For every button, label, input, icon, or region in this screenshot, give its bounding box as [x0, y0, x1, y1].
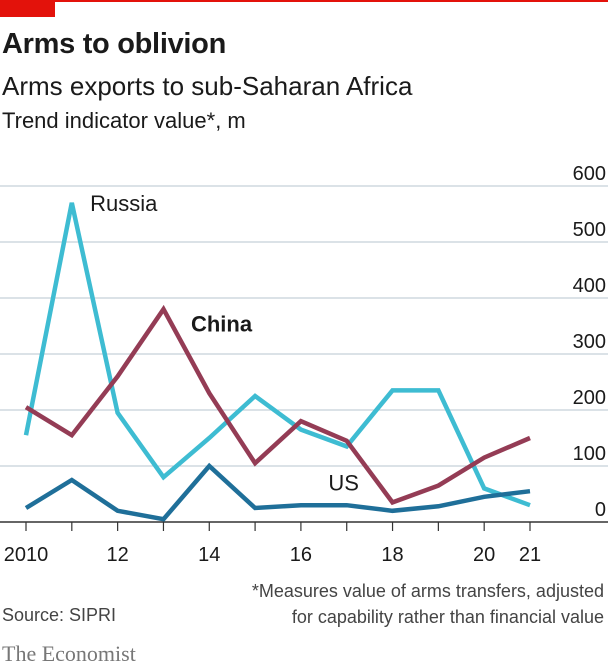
x-tick-label: 2010 [4, 544, 49, 566]
y-tick-label: 100 [573, 443, 606, 465]
x-tick-label: 20 [473, 544, 495, 566]
series-line-russia [23, 202, 531, 508]
chart-subtitle: Arms exports to sub-Saharan Africa [2, 71, 413, 101]
red-tag [0, 0, 55, 17]
y-tick-label: 200 [573, 387, 606, 409]
y-tick-label: 300 [573, 331, 606, 353]
x-tick-label: 14 [198, 544, 220, 566]
y-tick-label: 500 [573, 219, 606, 241]
series-line-china [24, 304, 531, 506]
y-tick-label: 0 [595, 499, 606, 521]
series-label-russia: Russia [90, 191, 158, 216]
gridlines [0, 185, 608, 467]
accent-bar [0, 0, 608, 2]
series-lines [23, 202, 531, 522]
footnote: *Measures value of arms transfers, adjus… [252, 578, 604, 630]
x-tick-label: 12 [107, 544, 129, 566]
brand-logo: The Economist [2, 641, 136, 666]
source-label: Source: SIPRI [2, 605, 117, 625]
unit-label: Trend indicator value*, m [2, 108, 246, 133]
line-chart: 0 100 200 300 400 500 600 2010 12 14 16 18 20 21 Rus… [0, 163, 608, 566]
x-tick-label: 18 [381, 544, 403, 566]
footnote-line-2: for capability rather than financial val… [291, 607, 604, 627]
y-tick-labels: 0 100 200 300 400 500 600 [573, 163, 606, 521]
y-tick-label: 400 [573, 275, 606, 297]
chart-title: Arms to oblivion [2, 28, 226, 60]
series-labels: Russia China US [90, 191, 359, 495]
series-line-us [24, 462, 531, 522]
series-label-china: China [191, 312, 253, 337]
footnote-line-1: *Measures value of arms transfers, adjus… [251, 581, 604, 601]
y-tick-label: 600 [573, 163, 606, 185]
x-axis: 2010 12 14 16 18 20 21 [0, 521, 608, 566]
x-tick-label: 16 [290, 544, 312, 566]
series-label-us: US [328, 471, 359, 496]
x-tick-label: 21 [519, 544, 541, 566]
